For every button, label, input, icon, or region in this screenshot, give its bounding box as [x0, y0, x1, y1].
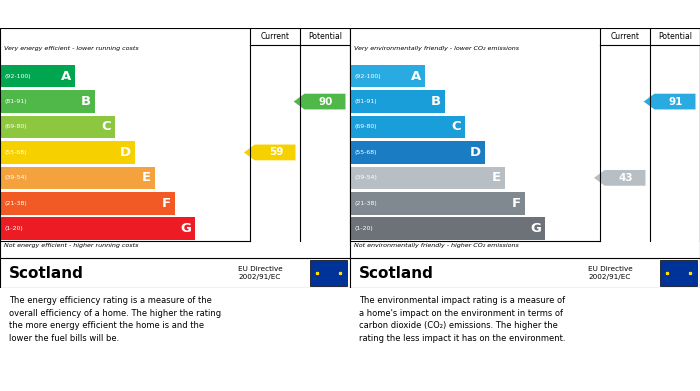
Text: D: D [120, 146, 131, 159]
Text: Very energy efficient - lower running costs: Very energy efficient - lower running co… [4, 47, 139, 51]
Bar [350, 90, 445, 113]
Text: C: C [452, 120, 461, 133]
Text: The energy efficiency rating is a measure of the
overall efficiency of a home. T: The energy efficiency rating is a measur… [8, 296, 221, 343]
Bar [0, 167, 155, 189]
Text: (39-54): (39-54) [4, 175, 27, 180]
Polygon shape [294, 94, 346, 109]
Bar [0, 217, 195, 240]
Bar [350, 116, 465, 138]
Text: Scotland: Scotland [358, 265, 433, 280]
Text: Current: Current [610, 32, 640, 41]
Text: (92-100): (92-100) [354, 74, 381, 79]
Bar [309, 260, 346, 285]
Text: Potential: Potential [308, 32, 342, 41]
Bar [350, 192, 525, 215]
Bar [0, 116, 115, 138]
Bar [350, 141, 485, 164]
Bar [350, 65, 425, 88]
Text: F: F [512, 197, 521, 210]
Text: Not energy efficient - higher running costs: Not energy efficient - higher running co… [4, 242, 139, 248]
Text: B: B [430, 95, 441, 108]
Text: C: C [102, 120, 111, 133]
Bar [0, 90, 95, 113]
Polygon shape [644, 94, 696, 109]
Text: (55-68): (55-68) [4, 150, 27, 155]
Text: E: E [492, 171, 501, 185]
Text: (92-100): (92-100) [4, 74, 31, 79]
Text: (21-38): (21-38) [4, 201, 27, 206]
Bar [350, 167, 505, 189]
Text: (55-68): (55-68) [354, 150, 377, 155]
Text: Potential: Potential [658, 32, 692, 41]
Text: Not environmentally friendly - higher CO₂ emissions: Not environmentally friendly - higher CO… [354, 242, 519, 248]
Text: (69-80): (69-80) [4, 124, 27, 129]
Text: (1-20): (1-20) [4, 226, 23, 231]
Text: Very environmentally friendly - lower CO₂ emissions: Very environmentally friendly - lower CO… [354, 47, 519, 51]
Text: Environmental Impact (CO₂) Rating: Environmental Impact (CO₂) Rating [358, 7, 621, 20]
Text: (69-80): (69-80) [354, 124, 377, 129]
Bar [0, 65, 75, 88]
Text: 90: 90 [318, 97, 333, 107]
Text: 91: 91 [668, 97, 683, 107]
Bar [350, 217, 545, 240]
Text: Current: Current [260, 32, 290, 41]
Text: 43: 43 [619, 173, 634, 183]
Text: Scotland: Scotland [8, 265, 83, 280]
Text: B: B [80, 95, 91, 108]
Polygon shape [244, 145, 295, 160]
Text: (39-54): (39-54) [354, 175, 377, 180]
Text: F: F [162, 197, 171, 210]
Bar [659, 260, 696, 285]
Text: (81-91): (81-91) [354, 99, 377, 104]
Text: Energy Efficiency Rating: Energy Efficiency Rating [8, 7, 192, 20]
Text: (1-20): (1-20) [354, 226, 373, 231]
Text: G: G [180, 222, 191, 235]
Text: 59: 59 [269, 147, 283, 158]
Text: A: A [411, 70, 421, 83]
Bar [0, 141, 135, 164]
Text: G: G [530, 222, 541, 235]
Text: A: A [61, 70, 71, 83]
Text: E: E [142, 171, 151, 185]
Text: (81-91): (81-91) [4, 99, 27, 104]
Bar [0, 192, 175, 215]
Text: EU Directive
2002/91/EC: EU Directive 2002/91/EC [588, 266, 633, 280]
Polygon shape [594, 170, 645, 186]
Text: EU Directive
2002/91/EC: EU Directive 2002/91/EC [238, 266, 283, 280]
Text: The environmental impact rating is a measure of
a home's impact on the environme: The environmental impact rating is a mea… [358, 296, 566, 343]
Text: (21-38): (21-38) [354, 201, 377, 206]
Text: D: D [470, 146, 481, 159]
